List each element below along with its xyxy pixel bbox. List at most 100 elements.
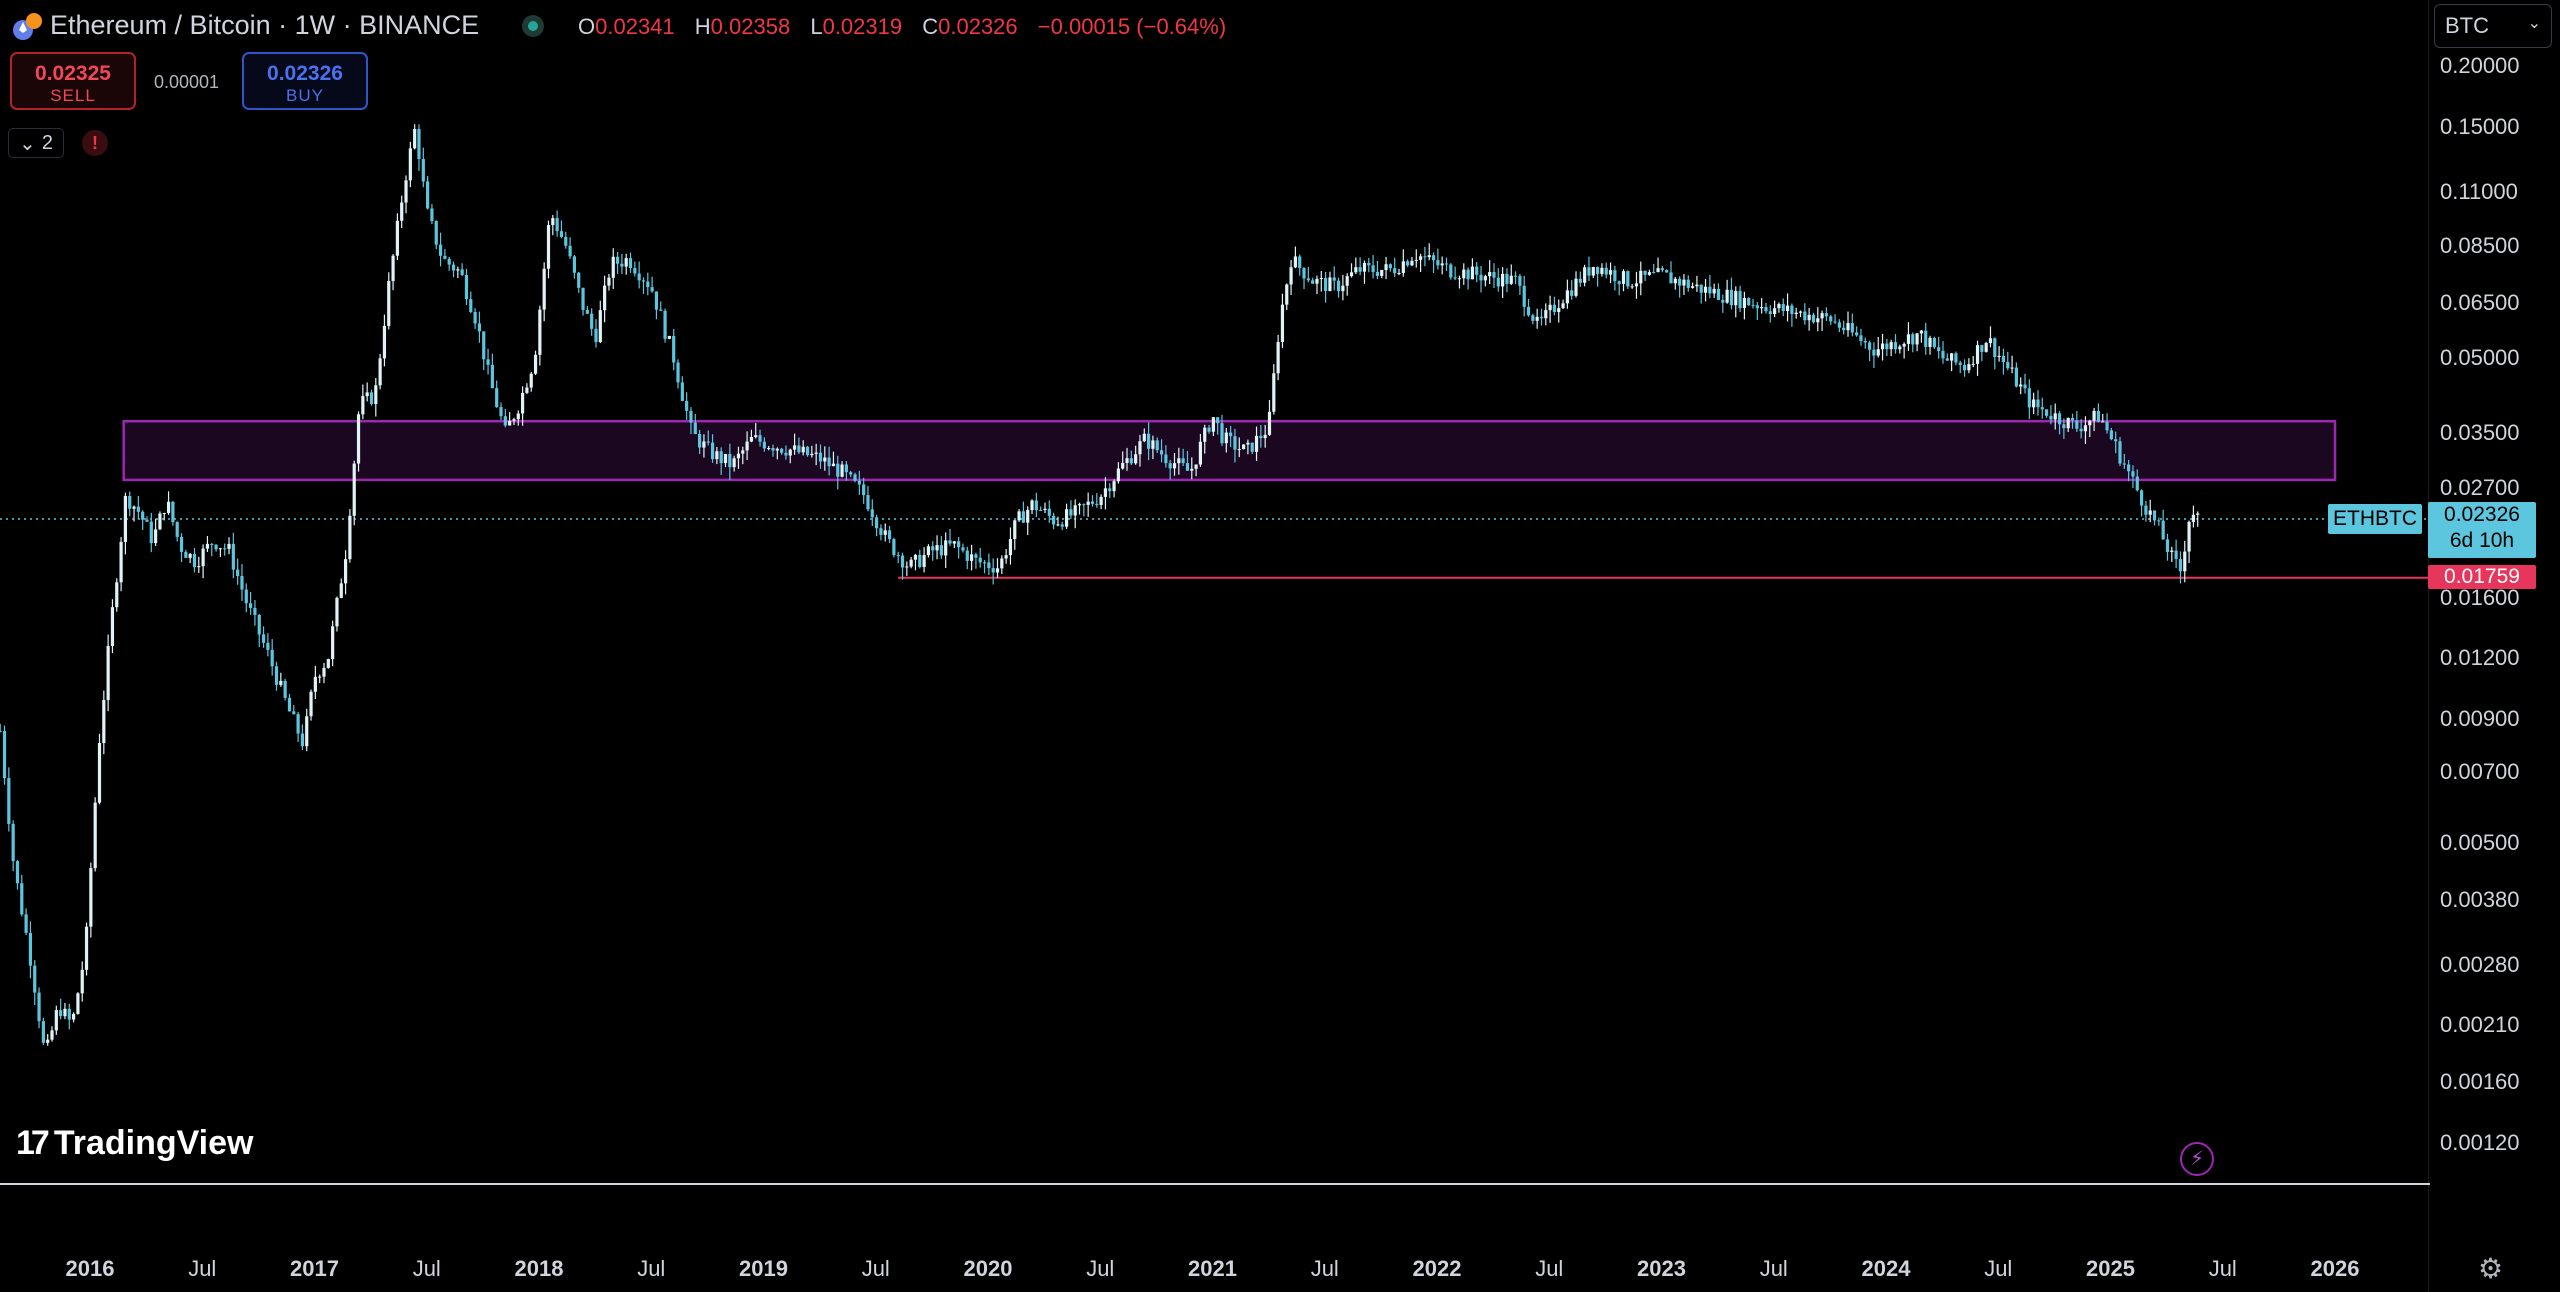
sell-button[interactable]: 0.02325 SELL bbox=[10, 52, 136, 110]
candle-body bbox=[249, 603, 253, 608]
candle-body bbox=[762, 441, 766, 449]
candle-body bbox=[2096, 410, 2101, 422]
candle-body bbox=[270, 649, 274, 667]
candle-body bbox=[1751, 305, 1755, 307]
candle-body bbox=[1811, 314, 1816, 323]
price-tick-label: 0.00700 bbox=[2440, 758, 2520, 784]
tradingview-logo[interactable]: 17 TradingView bbox=[16, 1124, 253, 1163]
currency-select[interactable]: BTC ⌄ bbox=[2434, 4, 2552, 48]
candle-body bbox=[1427, 255, 1431, 258]
candle-body bbox=[1643, 270, 1647, 275]
candle-body bbox=[1509, 275, 1513, 284]
symbol-title[interactable]: Ethereum / Bitcoin · 1W · BINANCE bbox=[50, 10, 480, 40]
candle-body bbox=[538, 309, 542, 355]
candle-body bbox=[590, 313, 594, 329]
candle-body bbox=[1725, 289, 1729, 303]
candle-body bbox=[1768, 311, 1772, 314]
candle-body bbox=[1470, 266, 1475, 280]
candle-body bbox=[818, 452, 823, 462]
candle-body bbox=[205, 543, 210, 549]
candle-body bbox=[1280, 304, 1285, 343]
candle-body bbox=[952, 541, 956, 544]
candle-body bbox=[1941, 350, 1945, 359]
candle-body bbox=[810, 453, 814, 456]
candle-body bbox=[460, 269, 464, 275]
candle-body bbox=[1138, 441, 1142, 455]
candle-body bbox=[46, 1039, 50, 1043]
buy-button[interactable]: 0.02326 BUY bbox=[242, 52, 368, 110]
lightning-icon[interactable]: ⚡ bbox=[2180, 1142, 2214, 1176]
pane-separator[interactable] bbox=[0, 1183, 2430, 1185]
candle-body bbox=[676, 362, 680, 383]
gear-icon[interactable]: ⚙ bbox=[2478, 1253, 2504, 1284]
candle-body bbox=[309, 691, 313, 717]
candle-body bbox=[551, 218, 555, 226]
candle-body bbox=[28, 932, 33, 966]
candle-body bbox=[1919, 330, 1924, 334]
candle-body bbox=[995, 568, 1000, 573]
candle-body bbox=[2049, 415, 2053, 420]
candle-body bbox=[624, 258, 628, 267]
candle-body bbox=[1367, 262, 1371, 266]
candle-body bbox=[1501, 273, 1505, 287]
candle-body bbox=[1954, 353, 1958, 363]
price-tick-label: 0.20000 bbox=[2440, 53, 2520, 78]
candle-body bbox=[577, 272, 581, 288]
candle-body bbox=[1267, 411, 1272, 435]
candle-body bbox=[20, 883, 24, 915]
price-tick-label: 0.00210 bbox=[2440, 1012, 2520, 1038]
candle-body bbox=[2053, 413, 2057, 420]
eth-btc-symbol-icon[interactable] bbox=[12, 12, 42, 42]
time-axis-year-label: 2024 bbox=[1861, 1256, 1911, 1281]
candle-body bbox=[1656, 268, 1660, 273]
market-status-icon[interactable] bbox=[522, 15, 544, 37]
candle-body bbox=[378, 358, 382, 386]
candle-body bbox=[792, 445, 797, 450]
candle-body bbox=[1254, 435, 1259, 452]
warning-icon[interactable]: ! bbox=[82, 130, 108, 156]
candle-body bbox=[1505, 273, 1509, 284]
candle-body bbox=[369, 392, 374, 405]
candle-body bbox=[296, 714, 300, 734]
indicators-toggle-button[interactable]: ⌄ 2 bbox=[8, 128, 64, 158]
candle-body bbox=[598, 310, 602, 343]
candle-body bbox=[1069, 509, 1073, 516]
candle-body bbox=[1073, 505, 1077, 516]
candle-body bbox=[1967, 364, 1971, 371]
candle-body bbox=[67, 1008, 71, 1020]
candle-body bbox=[1716, 288, 1721, 300]
candle-body bbox=[1665, 270, 1669, 273]
candle-body bbox=[572, 256, 577, 273]
candle-body bbox=[1673, 278, 1677, 284]
candle-body bbox=[1647, 272, 1652, 275]
candle-body bbox=[447, 258, 451, 265]
candle-body bbox=[836, 463, 840, 477]
candle-body bbox=[654, 291, 659, 310]
candle-body bbox=[2006, 362, 2010, 369]
candle-body bbox=[1488, 272, 1492, 277]
candle-body bbox=[1108, 488, 1112, 492]
candle-body bbox=[1522, 285, 1526, 307]
price-tick-label: 0.00500 bbox=[2440, 829, 2520, 855]
candle-body bbox=[2187, 521, 2191, 552]
candle-body bbox=[443, 255, 447, 259]
candle-body bbox=[166, 501, 171, 514]
time-axis-month-label: Jul bbox=[637, 1256, 666, 1281]
candle-body bbox=[1565, 290, 1569, 304]
candle-body bbox=[2075, 420, 2079, 429]
candle-body bbox=[374, 385, 378, 405]
candle-body bbox=[2105, 421, 2109, 431]
candle-body bbox=[1185, 463, 1190, 471]
candle-body bbox=[646, 281, 650, 288]
candle-body bbox=[1177, 458, 1181, 464]
candle-body bbox=[594, 328, 598, 343]
candle-body bbox=[516, 413, 520, 420]
candle-body bbox=[1362, 262, 1367, 272]
candle-body bbox=[1492, 272, 1496, 278]
candle-body bbox=[1867, 342, 1872, 350]
candle-body bbox=[814, 452, 818, 454]
candle-body bbox=[754, 435, 758, 438]
candle-body bbox=[1099, 496, 1103, 505]
candle-body bbox=[1328, 277, 1332, 292]
